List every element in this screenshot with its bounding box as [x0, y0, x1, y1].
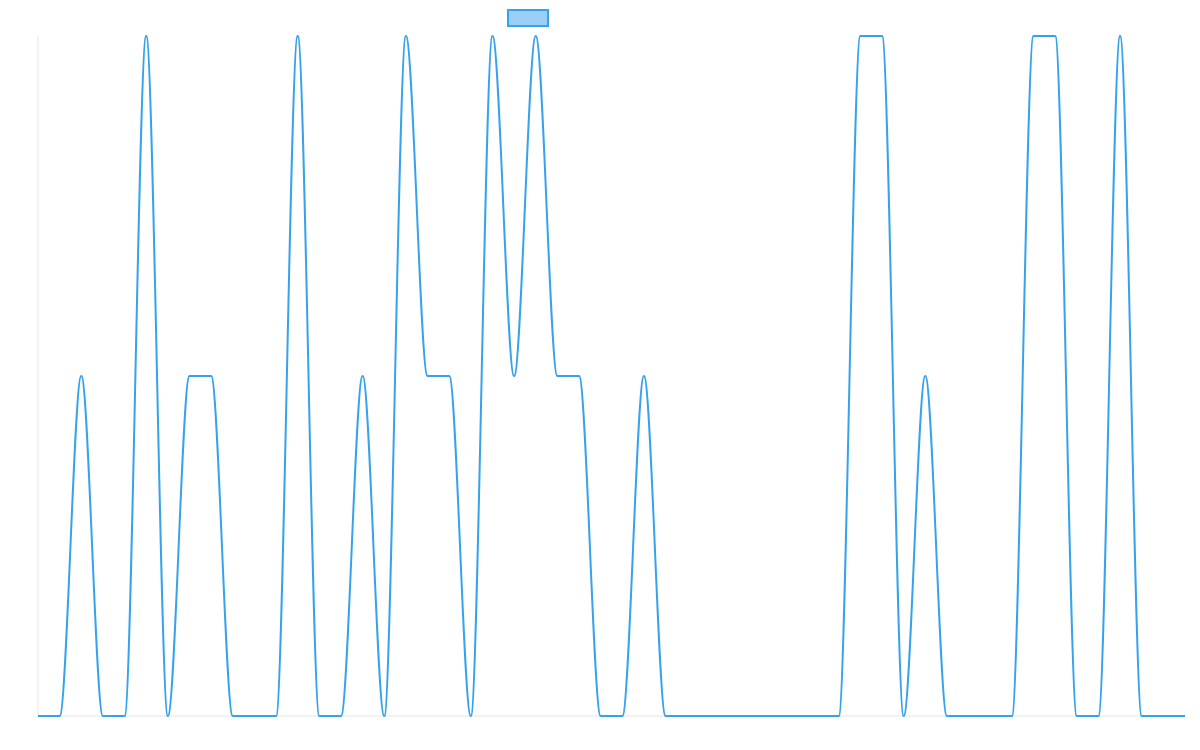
data-point[interactable]: [1094, 712, 1102, 720]
data-point[interactable]: [142, 32, 150, 40]
data-point[interactable]: [121, 712, 129, 720]
data-point[interactable]: [748, 712, 756, 720]
data-point[interactable]: [618, 712, 626, 720]
data-point[interactable]: [488, 32, 496, 40]
legend[interactable]: [507, 9, 549, 27]
data-point[interactable]: [965, 712, 973, 720]
data-point[interactable]: [164, 712, 172, 720]
data-point[interactable]: [900, 712, 908, 720]
data-point[interactable]: [467, 712, 475, 720]
data-point[interactable]: [1181, 712, 1189, 720]
data-point[interactable]: [813, 712, 821, 720]
data-point[interactable]: [99, 712, 107, 720]
data-point[interactable]: [424, 372, 432, 380]
data-point[interactable]: [445, 372, 453, 380]
data-point[interactable]: [315, 712, 323, 720]
data-point[interactable]: [1116, 32, 1124, 40]
data-point[interactable]: [250, 712, 258, 720]
data-point[interactable]: [791, 712, 799, 720]
data-point[interactable]: [943, 712, 951, 720]
data-point[interactable]: [835, 712, 843, 720]
data-point[interactable]: [77, 372, 85, 380]
data-point[interactable]: [34, 712, 42, 720]
data-point[interactable]: [683, 712, 691, 720]
data-point[interactable]: [207, 372, 215, 380]
data-point[interactable]: [921, 372, 929, 380]
data-point[interactable]: [380, 712, 388, 720]
data-point[interactable]: [402, 32, 410, 40]
data-point[interactable]: [532, 32, 540, 40]
legend-swatch[interactable]: [507, 9, 549, 27]
data-point[interactable]: [662, 712, 670, 720]
data-point[interactable]: [510, 372, 518, 380]
data-point[interactable]: [727, 712, 735, 720]
series-layer: [34, 32, 1189, 720]
data-point[interactable]: [337, 712, 345, 720]
data-point[interactable]: [1073, 712, 1081, 720]
data-point[interactable]: [1008, 712, 1016, 720]
data-point[interactable]: [640, 372, 648, 380]
data-point[interactable]: [185, 372, 193, 380]
data-point[interactable]: [56, 712, 64, 720]
data-point[interactable]: [575, 372, 583, 380]
data-point[interactable]: [1138, 712, 1146, 720]
series-line: [38, 34, 1185, 718]
data-point[interactable]: [878, 32, 886, 40]
data-point[interactable]: [705, 712, 713, 720]
data-point[interactable]: [359, 372, 367, 380]
data-point[interactable]: [1159, 712, 1167, 720]
data-point[interactable]: [856, 32, 864, 40]
data-point[interactable]: [294, 32, 302, 40]
data-point[interactable]: [553, 372, 561, 380]
data-point[interactable]: [986, 712, 994, 720]
data-point[interactable]: [770, 712, 778, 720]
data-point[interactable]: [229, 712, 237, 720]
data-point[interactable]: [272, 712, 280, 720]
data-point[interactable]: [597, 712, 605, 720]
data-point[interactable]: [1030, 32, 1038, 40]
data-point[interactable]: [1051, 32, 1059, 40]
